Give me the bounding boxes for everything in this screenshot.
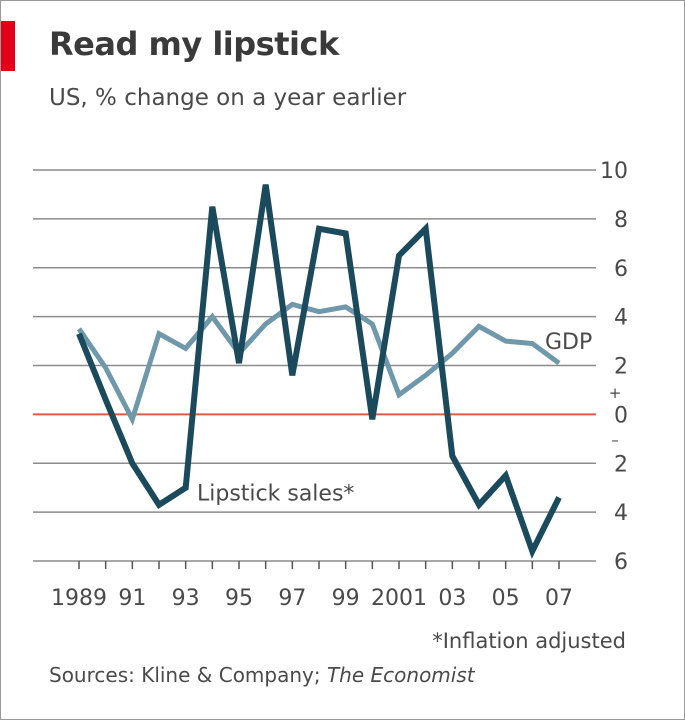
y-tick-label: 10 bbox=[600, 159, 628, 184]
red-accent-tab bbox=[1, 21, 15, 71]
series-line-gdp bbox=[76, 301, 561, 426]
sources-prefix: Sources: Kline & Company; bbox=[49, 663, 327, 687]
y-tick-label: 2 bbox=[614, 355, 628, 380]
x-tick-label: 2001 bbox=[371, 586, 427, 611]
x-tick-label: 03 bbox=[438, 586, 466, 611]
y-tick-label: 0 bbox=[614, 403, 628, 428]
chart-title: Read my lipstick bbox=[49, 25, 339, 63]
y-plus-marker: + bbox=[609, 384, 622, 402]
series-line-lipstick bbox=[76, 184, 562, 559]
chart-subtitle: US, % change on a year earlier bbox=[49, 85, 407, 111]
x-tick-label: 91 bbox=[118, 586, 146, 611]
y-tick-label: 2 bbox=[614, 452, 628, 477]
x-tick-label: 99 bbox=[332, 586, 360, 611]
sources-italic: The Economist bbox=[326, 663, 475, 687]
sources-note: Sources: Kline & Company; The Economist bbox=[49, 663, 475, 687]
y-tick-label: 6 bbox=[614, 257, 628, 282]
y-tick-label: 4 bbox=[614, 306, 628, 331]
y-tick-label: 6 bbox=[614, 550, 628, 575]
x-tick-label: 95 bbox=[225, 586, 253, 611]
x-tick-label: 07 bbox=[545, 586, 573, 611]
y-tick-label: 8 bbox=[614, 208, 628, 233]
series-label-gdp: GDP bbox=[545, 330, 592, 355]
x-tick-label: 97 bbox=[278, 586, 306, 611]
y-tick-label: 4 bbox=[614, 501, 628, 526]
series-label-lipstick: Lipstick sales* bbox=[197, 482, 354, 507]
footnote: *Inflation adjusted bbox=[432, 629, 626, 653]
x-tick-label: 05 bbox=[492, 586, 520, 611]
x-tick-label: 93 bbox=[172, 586, 200, 611]
y-minus-marker: – bbox=[611, 431, 619, 449]
x-tick-label: 1989 bbox=[51, 586, 107, 611]
